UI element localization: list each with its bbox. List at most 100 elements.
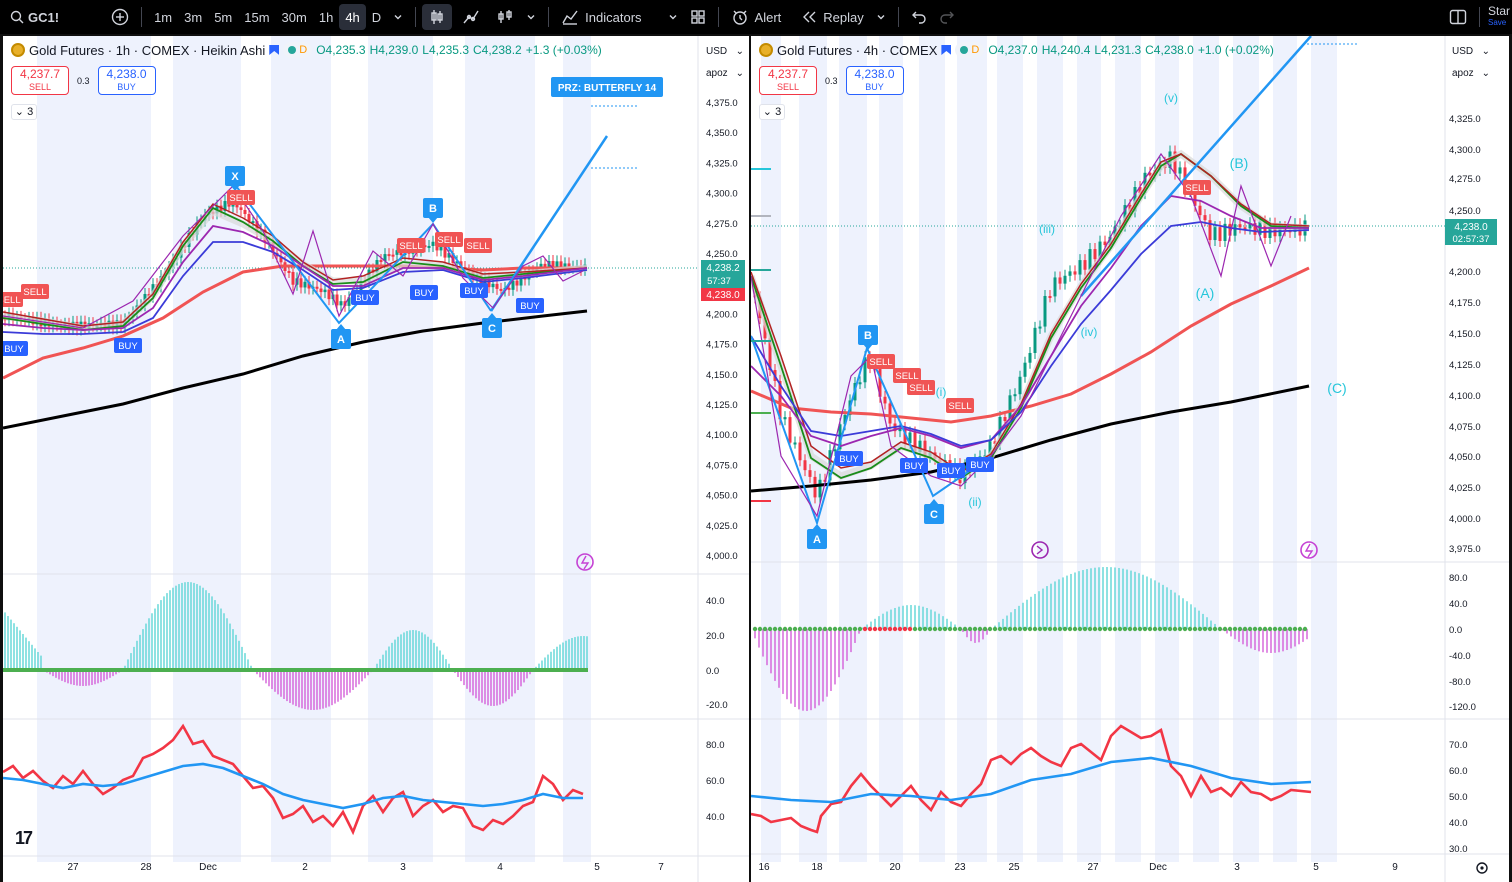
- indicators-label: Indicators: [585, 9, 642, 25]
- scale-label: apoz: [1452, 67, 1474, 79]
- time-axis[interactable]: 16 18 20 23 25 27 Dec 3 5 9: [758, 862, 1398, 873]
- price-axis-tick: 4,175.0: [1449, 298, 1481, 309]
- indicators-collapse-button[interactable]: ⌄ 3: [759, 104, 785, 120]
- currency-selector[interactable]: USD ⌄: [1449, 42, 1493, 60]
- buy-button[interactable]: 4,238.0 BUY: [97, 66, 156, 95]
- replay-button[interactable]: Replay: [795, 4, 869, 30]
- macd-dot: [1102, 626, 1108, 632]
- flag-icon[interactable]: [941, 45, 952, 55]
- interval-30m[interactable]: 30m: [281, 9, 307, 25]
- lightning-icon[interactable]: [1300, 541, 1318, 559]
- interval-d[interactable]: D: [371, 9, 382, 25]
- edge-markers: [751, 168, 771, 502]
- elliott-wave-labels: (v) (B) (iii) (iv) (A) (C) (i) (ii): [936, 91, 1347, 509]
- spread-value: 0.3: [77, 75, 90, 86]
- scale-selector[interactable]: apoz ⌄: [1449, 64, 1493, 82]
- signal-labels: SELLSELLSELLSELLSELLSELLBUYBUYBUYBUYBUYB…: [3, 190, 544, 356]
- price-axis-tick: 4,375.0: [706, 98, 738, 109]
- candle-body: [387, 254, 391, 257]
- buy-signal-label: BUY: [410, 285, 438, 300]
- interval-3m[interactable]: 3m: [184, 9, 203, 25]
- currency-selector[interactable]: USD ⌄: [703, 42, 747, 60]
- replay-dropdown[interactable]: [870, 4, 892, 30]
- candle-body: [303, 281, 307, 288]
- chart-type-line-button[interactable]: [456, 4, 486, 30]
- chart-legend[interactable]: Gold Futures · 4h · COMEX D O4,237.0 H4,…: [759, 42, 1274, 58]
- layout-split-button[interactable]: [1443, 4, 1473, 30]
- scale-selector[interactable]: apoz ⌄: [703, 64, 747, 82]
- svg-text:SELL: SELL: [229, 193, 252, 204]
- ema-200-line: [3, 309, 588, 430]
- interval-15m[interactable]: 15m: [244, 9, 270, 25]
- indicators-button[interactable]: Indicators: [555, 4, 647, 30]
- symbol-search-button[interactable]: GC1!: [4, 4, 75, 30]
- currency-label: USD: [1452, 45, 1474, 57]
- candle-body: [555, 261, 559, 269]
- candle-body: [923, 440, 927, 457]
- time-axis[interactable]: 27 28 Dec 2 3 4 5 7: [67, 862, 664, 873]
- interval-1m[interactable]: 1m: [154, 9, 173, 25]
- price-axis-tick: 4,325.0: [706, 158, 738, 169]
- data-status-pill[interactable]: D: [283, 42, 313, 58]
- layout-grid-button[interactable]: [684, 4, 712, 30]
- redo-button[interactable]: [933, 4, 961, 30]
- macd-dot: [1232, 626, 1238, 632]
- macd-dot: [757, 626, 763, 632]
- candle-body: [783, 417, 787, 420]
- sell-signal-label: SELL: [907, 380, 935, 395]
- save-layout-button[interactable]: Star Save: [1486, 4, 1512, 30]
- macd-dot: [997, 626, 1003, 632]
- candle-body: [833, 449, 837, 452]
- svg-text:C: C: [930, 509, 938, 521]
- macd-dot: [1207, 626, 1213, 632]
- undo-button[interactable]: [905, 4, 933, 30]
- play-icon[interactable]: [1031, 541, 1049, 559]
- chart-legend[interactable]: Gold Futures · 1h · COMEX · Heikin Ashi …: [11, 42, 602, 58]
- svg-text:BUY: BUY: [970, 460, 990, 471]
- candle-body: [379, 260, 383, 263]
- candle-body: [878, 367, 882, 397]
- lightning-icon[interactable]: [576, 553, 594, 571]
- settings-gear-icon[interactable]: [1476, 862, 1488, 874]
- price-axis-tick: 4,250.0: [1449, 206, 1481, 217]
- candle-body: [271, 242, 275, 253]
- data-status-pill[interactable]: D: [955, 42, 985, 58]
- candle-body: [1088, 249, 1092, 270]
- svg-text:C: C: [488, 323, 496, 335]
- candle-body: [1203, 215, 1207, 221]
- price-axis[interactable]: 4,325.0 4,300.0 4,275.0 4,250.0 4,200.0 4,175…: [1449, 114, 1481, 855]
- price-tag-box: [1445, 219, 1497, 245]
- macd-dot: [752, 626, 758, 632]
- macd-dot: [787, 626, 793, 632]
- chart-type-candles-button[interactable]: [422, 4, 453, 30]
- interval-5m[interactable]: 5m: [214, 9, 233, 25]
- macd-dot: [1122, 626, 1128, 632]
- interval-4h[interactable]: 4h: [339, 4, 366, 30]
- chart-type-dropdown[interactable]: [520, 4, 542, 30]
- bar-style-button[interactable]: [490, 4, 520, 30]
- macd-dot: [1237, 626, 1243, 632]
- alert-button[interactable]: Alert: [725, 4, 788, 30]
- sell-button[interactable]: 4,237.7 SELL: [11, 66, 69, 95]
- sell-button[interactable]: 4,237.7 SELL: [759, 66, 817, 95]
- interval-1h[interactable]: 1h: [318, 9, 334, 25]
- indicators-collapse-button[interactable]: ⌄ 3: [11, 104, 37, 120]
- price-axis-tick: 4,150.0: [1449, 329, 1481, 340]
- interval-dropdown[interactable]: [387, 4, 409, 30]
- price-axis-tick: 4,150.0: [706, 370, 738, 381]
- buy-signal-label: BUY: [351, 290, 379, 305]
- flag-icon[interactable]: [269, 45, 280, 55]
- macd-dot: [1187, 626, 1193, 632]
- sell-signal-label: SELL: [1183, 180, 1211, 195]
- buy-button[interactable]: 4,238.0 BUY: [845, 66, 904, 95]
- sell-signal-label: SELL: [946, 398, 974, 413]
- macd-dot: [1017, 626, 1023, 632]
- time-label: 3: [400, 862, 406, 873]
- indicators-dropdown[interactable]: [662, 4, 684, 30]
- compare-add-button[interactable]: [105, 4, 135, 30]
